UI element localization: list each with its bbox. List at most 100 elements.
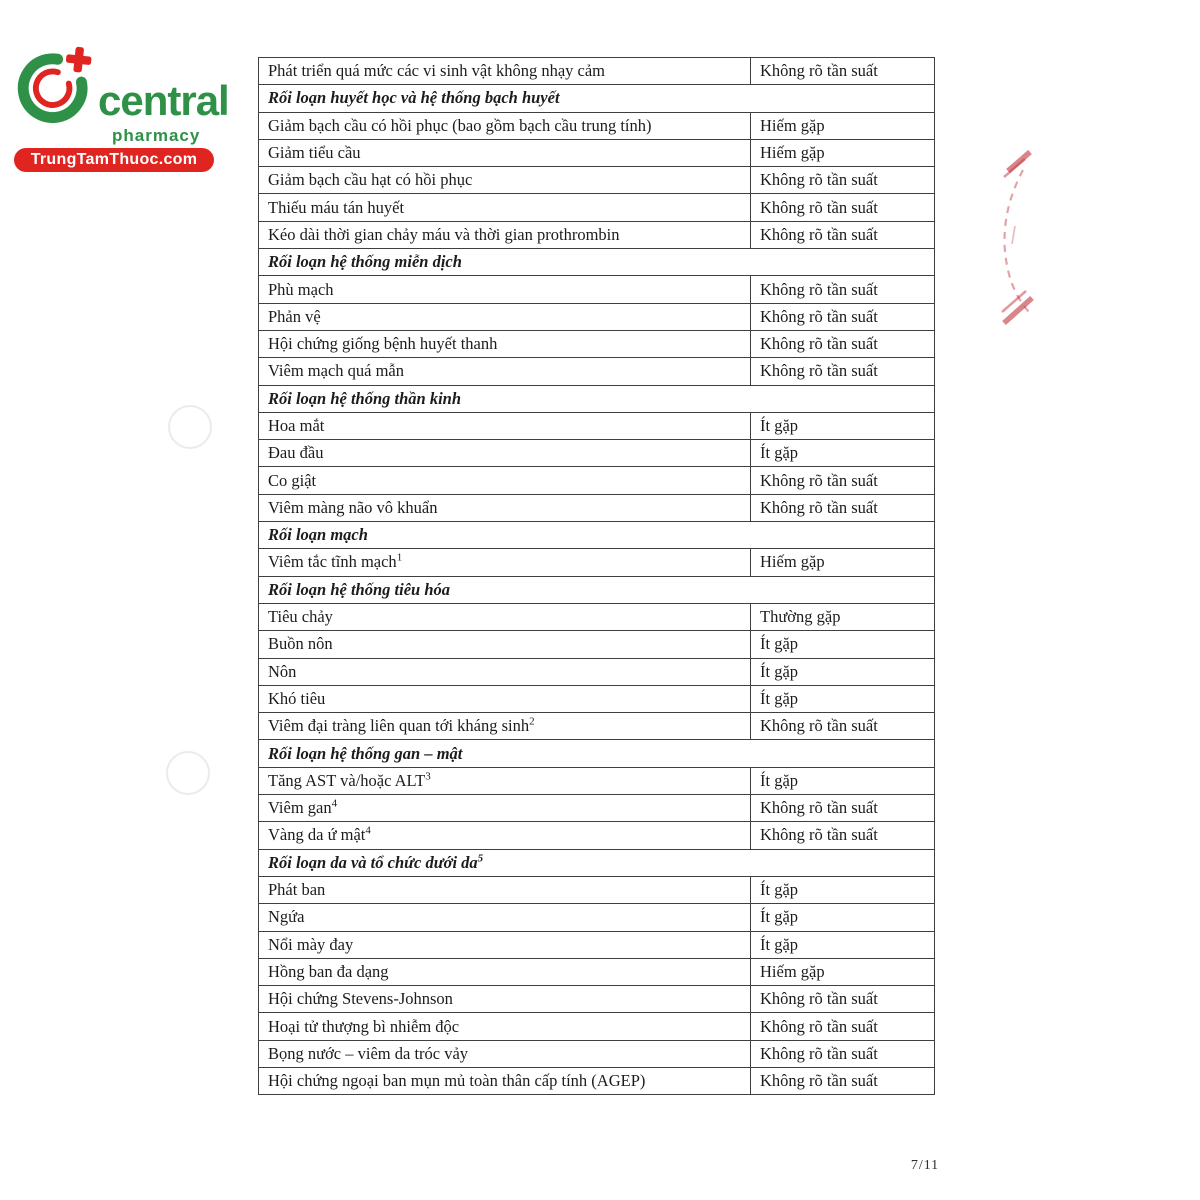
frequency-cell: Ít gặp	[750, 684, 935, 714]
page-number: 7/11	[910, 1158, 940, 1173]
reaction-cell: Giảm bạch cầu hạt có hồi phục	[258, 166, 751, 195]
table-row: Hội chứng giống bệnh huyết thanh Không rõ…	[258, 329, 935, 359]
reaction-cell: Khó tiêu	[258, 684, 751, 714]
punch-hole	[168, 405, 212, 449]
frequency-cell: Không rõ tần suất	[750, 1066, 935, 1096]
red-stamp-mark	[1001, 149, 1034, 326]
table-row: Tiêu chảy Thường gặp	[258, 602, 935, 632]
section-row: Rối loạn hệ thống miễn dịch	[258, 248, 935, 277]
section-cell: Rối loạn huyết học và hệ thống bạch huyế…	[258, 84, 935, 113]
frequency-cell: Không rõ tần suất	[750, 821, 935, 850]
table-row: Buồn nôn Ít gặp	[258, 630, 935, 659]
reaction-cell: Phù mạch	[258, 275, 751, 304]
frequency-cell: Không rõ tần suất	[750, 193, 935, 222]
adverse-reactions-table: Phát triển quá mức các vi sinh vật không…	[258, 56, 935, 1096]
reaction-cell: Hoại tử thượng bì nhiễm độc	[258, 1012, 751, 1041]
frequency-cell: Không rõ tần suất	[750, 56, 935, 86]
frequency-cell: Ít gặp	[750, 411, 935, 441]
table-row: Phù mạch Không rõ tần suất	[258, 275, 935, 304]
table-row: Đau đầu Ít gặp	[258, 439, 935, 468]
frequency-cell: Không rõ tần suất	[750, 493, 935, 523]
section-row: Rối loạn hệ thống tiêu hóa	[258, 575, 935, 604]
plus-icon	[65, 46, 92, 73]
table-row: Viêm gan4 Không rõ tần suất	[258, 794, 935, 823]
table-row: Hội chứng Stevens-Johnson Không rõ tần su…	[258, 985, 935, 1014]
logo-site-badge: TrungTamThuoc.com	[14, 148, 214, 172]
section-cell: Rối loạn hệ thống thần kinh	[258, 384, 935, 413]
section-row: Rối loạn mạch	[258, 521, 935, 550]
reaction-cell: Giảm bạch cầu có hồi phục (bao gồm bạch …	[258, 111, 751, 140]
table-row: Viêm mạch quá mẫn Không rõ tần suất	[258, 357, 935, 386]
frequency-cell: Không rõ tần suất	[750, 466, 935, 495]
table-row: Phát ban Ít gặp	[258, 875, 935, 905]
section-row: Rối loạn huyết học và hệ thống bạch huyế…	[258, 84, 935, 113]
section-cell: Rối loạn da và tổ chức dưới da5	[258, 848, 935, 877]
table-row: Viêm tắc tĩnh mạch1 Hiếm gặp	[258, 548, 935, 577]
reaction-cell: Phát ban	[258, 875, 751, 905]
reaction-cell: Giảm tiểu cầu	[258, 138, 751, 168]
frequency-cell: Hiếm gặp	[750, 111, 935, 140]
table-row: Nổi mày đay Ít gặp	[258, 930, 935, 959]
reaction-cell: Ngứa	[258, 903, 751, 932]
table-row: Giảm tiểu cầu Hiếm gặp	[258, 138, 935, 168]
section-cell: Rối loạn hệ thống tiêu hóa	[258, 575, 935, 604]
logo-sub-text: pharmacy	[112, 126, 201, 145]
table-row: Giảm bạch cầu hạt có hồi phục Không rõ tầ…	[258, 166, 935, 195]
table-row: Ngứa Ít gặp	[258, 903, 935, 932]
reaction-cell: Đau đầu	[258, 439, 751, 468]
frequency-cell: Ít gặp	[750, 903, 935, 932]
reaction-cell: Viêm đại tràng liên quan tới kháng sinh2	[258, 712, 751, 741]
reactions-table-body: Phát triển quá mức các vi sinh vật không…	[258, 56, 935, 1096]
frequency-cell: Hiếm gặp	[750, 548, 935, 577]
reaction-cell: Viêm tắc tĩnh mạch1	[258, 548, 751, 577]
reaction-cell: Co giật	[258, 466, 751, 495]
table-row: Bọng nước – viêm da tróc vảy Không rõ tần…	[258, 1039, 935, 1068]
reaction-cell: Tiêu chảy	[258, 602, 751, 632]
reaction-cell: Nổi mày đay	[258, 930, 751, 959]
reaction-cell: Viêm mạch quá mẫn	[258, 357, 751, 386]
reaction-cell: Nôn	[258, 657, 751, 686]
reaction-cell: Vàng da ứ mật4	[258, 821, 751, 850]
frequency-cell: Không rõ tần suất	[750, 166, 935, 195]
table-row: Hoại tử thượng bì nhiễm độc Không rõ tần …	[258, 1012, 935, 1041]
table-row: Khó tiêu Ít gặp	[258, 684, 935, 714]
frequency-cell: Ít gặp	[750, 630, 935, 659]
frequency-cell: Không rõ tần suất	[750, 302, 935, 331]
reaction-cell: Thiếu máu tán huyết	[258, 193, 751, 222]
section-cell: Rối loạn hệ thống miễn dịch	[258, 248, 935, 277]
frequency-cell: Hiếm gặp	[750, 957, 935, 987]
reaction-cell: Phát triển quá mức các vi sinh vật không…	[258, 56, 751, 86]
reaction-cell: Hội chứng ngoại ban mụn mủ toàn thân cấp…	[258, 1066, 751, 1096]
table-row: Phát triển quá mức các vi sinh vật không…	[258, 56, 935, 86]
punch-hole	[166, 751, 210, 795]
pharmacy-logo: central pharmacy TrungTamThuoc.com	[12, 36, 242, 172]
table-row: Vàng da ứ mật4 Không rõ tần suất	[258, 821, 935, 850]
frequency-cell: Không rõ tần suất	[750, 794, 935, 823]
table-row: Giảm bạch cầu có hồi phục (bao gồm bạch …	[258, 111, 935, 140]
frequency-cell: Không rõ tần suất	[750, 220, 935, 250]
reaction-cell: Hội chứng giống bệnh huyết thanh	[258, 329, 751, 359]
table-row: Hồng ban đa dạng Hiếm gặp	[258, 957, 935, 987]
frequency-cell: Không rõ tần suất	[750, 357, 935, 386]
reaction-cell: Viêm gan4	[258, 794, 751, 823]
reaction-cell: Hội chứng Stevens-Johnson	[258, 985, 751, 1014]
frequency-cell: Không rõ tần suất	[750, 275, 935, 304]
section-row: Rối loạn da và tổ chức dưới da5	[258, 848, 935, 877]
frequency-cell: Ít gặp	[750, 875, 935, 905]
section-row: Rối loạn hệ thống gan – mật	[258, 739, 935, 768]
section-cell: Rối loạn hệ thống gan – mật	[258, 739, 935, 768]
reaction-cell: Hoa mắt	[258, 411, 751, 441]
table-row: Nôn Ít gặp	[258, 657, 935, 686]
table-row: Viêm màng não vô khuẩn Không rõ tần suất	[258, 493, 935, 523]
table-row: Thiếu máu tán huyết Không rõ tần suất	[258, 193, 935, 222]
table-row: Phản vệ Không rõ tần suất	[258, 302, 935, 331]
frequency-cell: Không rõ tần suất	[750, 1039, 935, 1068]
frequency-cell: Ít gặp	[750, 766, 935, 796]
reaction-cell: Viêm màng não vô khuẩn	[258, 493, 751, 523]
table-row: Hoa mắt Ít gặp	[258, 411, 935, 441]
reaction-cell: Bọng nước – viêm da tróc vảy	[258, 1039, 751, 1068]
frequency-cell: Thường gặp	[750, 602, 935, 632]
frequency-cell: Hiếm gặp	[750, 138, 935, 168]
table-row: Hội chứng ngoại ban mụn mủ toàn thân cấp…	[258, 1066, 935, 1096]
pharmacy-logo-icon	[17, 46, 92, 124]
